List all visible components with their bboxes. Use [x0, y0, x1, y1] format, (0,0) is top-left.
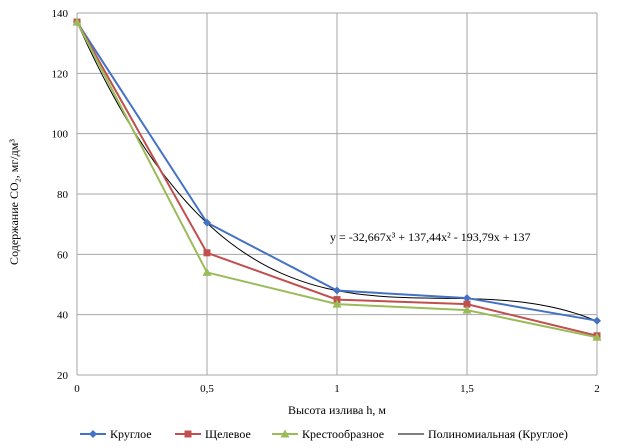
data-point — [203, 218, 211, 227]
y-tick-label: 100 — [52, 129, 69, 141]
y-tick-label: 140 — [52, 8, 69, 20]
data-point — [202, 267, 212, 276]
legend-item-2: Щелевое — [175, 427, 251, 441]
data-point — [593, 316, 601, 325]
y-axis-title: Содержание CO₂, мг/дм³ — [7, 139, 21, 265]
x-axis-title: Высота излива h, м — [288, 403, 386, 417]
data-point — [333, 296, 341, 304]
data-point — [462, 305, 472, 314]
legend-item-3: Крестообразное — [272, 427, 384, 441]
data-point — [203, 249, 211, 257]
legend-marker — [184, 430, 192, 438]
y-tick-label: 60 — [57, 249, 69, 261]
legend-item-1: Круглое — [80, 427, 152, 441]
legend-marker — [89, 430, 97, 438]
series-3 — [72, 17, 602, 341]
legend-marker — [280, 429, 290, 438]
legend-label: Круглое — [110, 427, 152, 441]
data-point — [463, 294, 471, 303]
legend-item-4: Полиномиальная (Круглое) — [398, 427, 568, 441]
legend-label: Крестообразное — [302, 427, 384, 441]
series-1 — [73, 18, 601, 325]
series-group — [72, 17, 602, 341]
x-tick-label: 1 — [334, 383, 340, 395]
trendline-equation: y = -32,667x³ + 137,44x² - 193,79x + 137 — [330, 230, 531, 244]
data-point — [332, 299, 342, 308]
legend-label: Щелевое — [205, 427, 251, 441]
y-tick-label: 80 — [57, 189, 69, 201]
legend: Круглое Щелевое Крестообразное Полиномиальн… — [80, 427, 568, 441]
y-tick-label: 40 — [57, 310, 69, 322]
y-tick-label: 20 — [57, 370, 69, 382]
data-point — [463, 300, 471, 308]
x-tick-label: 1,5 — [460, 383, 474, 395]
x-tick-label: 2 — [594, 383, 600, 395]
x-tick-label: 0 — [74, 383, 80, 395]
data-point — [333, 286, 341, 295]
x-axis-ticks: 0 0,5 1 1,5 2 — [74, 383, 600, 395]
legend-label: Полиномиальная (Круглое) — [428, 427, 568, 441]
x-tick-label: 0,5 — [200, 383, 214, 395]
data-point — [72, 17, 82, 26]
y-axis-ticks: 20 40 60 80 100 120 140 — [52, 8, 69, 382]
data-point — [592, 332, 602, 341]
y-tick-label: 120 — [52, 68, 69, 80]
grid-lines — [76, 12, 598, 376]
